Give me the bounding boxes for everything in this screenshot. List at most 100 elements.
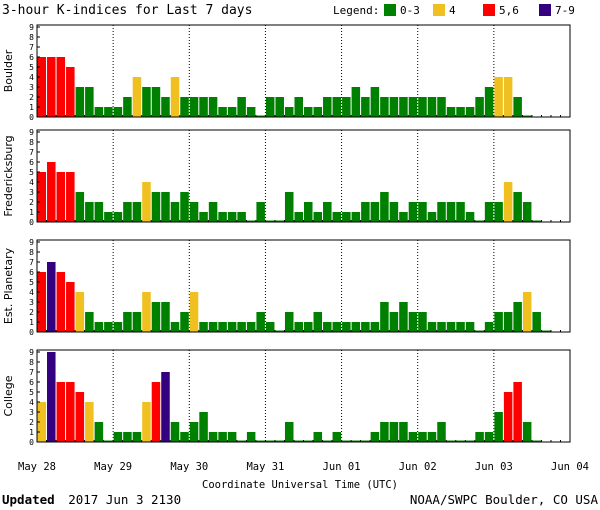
k-index-bar — [541, 330, 551, 332]
k-index-bar — [361, 322, 370, 332]
k-index-bar — [323, 202, 332, 222]
k-index-bar — [380, 192, 389, 222]
y-tick-label: 7 — [29, 148, 34, 157]
k-index-bar — [361, 202, 370, 222]
updated-label: Updated — [2, 492, 55, 507]
k-index-bar — [104, 322, 113, 332]
k-index-bar — [351, 212, 361, 222]
y-tick-label: 0 — [29, 113, 34, 122]
k-index-bar — [75, 87, 85, 117]
k-index-bar — [399, 302, 408, 332]
panel-label: College — [2, 375, 15, 416]
y-tick-label: 2 — [29, 308, 34, 317]
date-label: May 28 — [18, 461, 56, 473]
date-label: Jun 02 — [399, 461, 437, 473]
k-index-bar — [475, 330, 484, 332]
k-index-bar — [380, 422, 389, 442]
date-label: Jun 03 — [475, 461, 513, 473]
legend-swatch-4 — [539, 4, 551, 16]
k-index-bar — [446, 107, 456, 117]
k-index-bar — [161, 302, 170, 332]
k-index-bar — [484, 432, 494, 442]
k-index-bar — [66, 172, 75, 222]
k-index-bar — [427, 212, 437, 222]
y-tick-label: 0 — [29, 438, 34, 447]
k-index-bar — [304, 322, 313, 332]
y-tick-label: 9 — [29, 128, 34, 137]
k-index-bar — [275, 220, 284, 222]
k-index-bar — [104, 107, 113, 117]
k-index-bar — [113, 322, 123, 332]
legend-entry-4: 7-9 — [555, 4, 575, 17]
k-index-bar — [294, 97, 303, 117]
k-index-bar — [47, 262, 56, 332]
k-index-bar — [408, 97, 418, 117]
k-index-bar — [475, 97, 484, 117]
y-tick-label: 5 — [29, 63, 34, 72]
k-index-bar — [389, 312, 399, 332]
y-tick-label: 4 — [29, 288, 34, 297]
k-index-bar — [123, 432, 132, 442]
y-tick-label: 3 — [29, 298, 34, 307]
k-index-bar — [199, 412, 208, 442]
k-index-bar — [189, 292, 199, 332]
k-index-bar — [313, 107, 323, 117]
k-index-bar — [56, 382, 66, 442]
y-tick-label: 5 — [29, 278, 34, 287]
k-index-bar — [199, 97, 208, 117]
k-index-bar — [294, 212, 303, 222]
k-index-bar — [494, 202, 503, 222]
k-index-bar — [123, 202, 132, 222]
k-index-bar — [265, 322, 275, 332]
k-index-bar — [323, 97, 332, 117]
y-tick-label: 7 — [29, 43, 34, 52]
k-index-bar — [227, 107, 237, 117]
y-tick-label: 6 — [29, 268, 34, 277]
k-index-bar — [532, 440, 541, 442]
k-index-bar — [237, 97, 246, 117]
k-index-bar — [370, 432, 380, 442]
y-tick-label: 7 — [29, 368, 34, 377]
k-index-bar — [75, 292, 85, 332]
k-index-bar — [246, 432, 256, 442]
k-index-bar — [532, 312, 541, 332]
k-index-bar — [323, 440, 332, 442]
date-axis-labels: May 28 May 29 May 30 May 31 Jun 01 Jun 02 Jun … — [18, 461, 589, 473]
k-index-bar — [218, 212, 227, 222]
k-index-bar — [503, 312, 513, 332]
k-index-bar — [475, 432, 484, 442]
k-index-bar — [370, 202, 380, 222]
k-index-bar — [208, 202, 218, 222]
y-tick-label: 0 — [29, 218, 34, 227]
k-index-bar — [427, 322, 437, 332]
panel-frame — [36, 349, 571, 443]
k-index-bar — [475, 220, 484, 222]
k-index-bar — [456, 107, 465, 117]
k-index-bar — [85, 87, 94, 117]
k-index-bar — [275, 440, 284, 442]
k-index-bar — [437, 422, 446, 442]
k-index-bar — [161, 192, 170, 222]
legend-swatch-1 — [384, 4, 396, 16]
k-index-bar — [332, 322, 342, 332]
legend-swatch-3 — [483, 4, 495, 16]
y-tick-label: 2 — [29, 198, 34, 207]
k-index-bar — [66, 282, 75, 332]
k-index-bar — [522, 292, 532, 332]
k-index-bar — [437, 97, 446, 117]
k-index-bar — [246, 107, 256, 117]
y-tick-label: 5 — [29, 388, 34, 397]
k-index-bar — [66, 67, 75, 117]
k-index-bar — [208, 97, 218, 117]
k-index-bar — [94, 107, 104, 117]
k-index-bar — [227, 432, 237, 442]
k-index-bar — [256, 312, 265, 332]
k-index-bar — [94, 202, 104, 222]
y-tick-label: 2 — [29, 93, 34, 102]
footer-updated: Updated 2017 Jun 3 2130 — [2, 492, 181, 507]
k-index-bar — [142, 402, 151, 442]
k-index-bar — [313, 312, 323, 332]
